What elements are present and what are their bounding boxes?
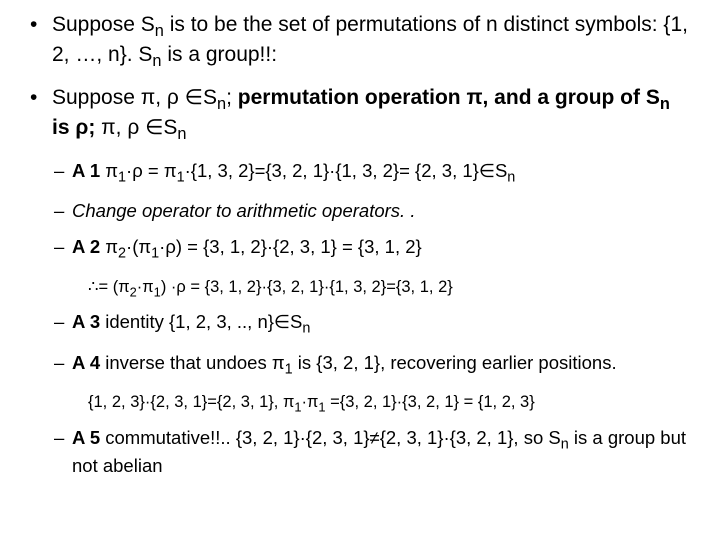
t: A 4	[72, 352, 100, 373]
t: ·{1, 3, 2}={3, 2, 1}·{1, 3, 2}= {2, 3, 1…	[185, 160, 508, 181]
t: Suppose S	[52, 13, 155, 36]
bullet-a2-line2: ∴= (π2·π1) ·ρ = {3, 1, 2}·{3, 2, 1}·{1, …	[28, 276, 692, 301]
t: ) ·ρ = {3, 1, 2}·{3, 2, 1}·{1, 3, 2}={3,…	[161, 278, 453, 296]
sub-1: 1	[285, 361, 293, 377]
t: A 3	[72, 311, 100, 332]
bullet-a5: A 5 commutative!!.. {3, 2, 1}·{2, 3, 1}≠…	[28, 426, 692, 479]
sub-2: 2	[130, 284, 137, 299]
t: permutation operation π, and a group of …	[238, 86, 660, 109]
sub-2: 2	[118, 246, 126, 262]
bullet-a4-line2: {1, 2, 3}·{2, 3, 1}={2, 3, 1}, π1·π1 ={3…	[28, 391, 692, 416]
t: Suppose π, ρ ∈S	[52, 86, 217, 109]
sub-1: 1	[318, 399, 325, 414]
sub-n: n	[177, 125, 186, 143]
t: π, ρ ∈S	[101, 116, 177, 139]
t: A 2	[72, 236, 100, 257]
sub-n: n	[302, 321, 310, 337]
sub-1: 1	[151, 246, 159, 262]
bullet-a2: A 2 π2·(π1·ρ) = {3, 1, 2}·{2, 3, 1} = {3…	[28, 235, 692, 263]
t: A 5	[72, 427, 100, 448]
t: ∴= (π	[88, 278, 130, 296]
t: is ρ;	[52, 116, 101, 139]
t: ·π	[137, 278, 154, 296]
t: is {3, 2, 1}, recovering earlier positio…	[293, 352, 617, 373]
t: ={3, 2, 1}·{3, 2, 1} = {1, 2, 3}	[326, 393, 535, 411]
t: commutative!!.. {3, 2, 1}·{2, 3, 1}≠{2, …	[100, 427, 561, 448]
t: A 1	[72, 160, 100, 181]
sub-1: 1	[154, 284, 161, 299]
bullet-change: Change operator to arithmetic operators.…	[28, 199, 692, 223]
sub-1: 1	[294, 399, 301, 414]
sub-1: 1	[177, 169, 185, 185]
t: π	[100, 160, 118, 181]
sub-n: n	[507, 169, 515, 185]
bullet-a3: A 3 identity {1, 2, 3, .., n}∈Sn	[28, 310, 692, 338]
t: ·ρ) = {3, 1, 2}·{2, 3, 1} = {3, 1, 2}	[159, 236, 422, 257]
t: is a group!!:	[162, 43, 278, 66]
sub-n: n	[155, 22, 164, 40]
t: ·(π	[126, 236, 151, 257]
bullet-a4: A 4 inverse that undoes π1 is {3, 2, 1},…	[28, 351, 692, 379]
slide-body: Suppose Sn is to be the set of permutati…	[0, 0, 720, 502]
bullet-1: Suppose Sn is to be the set of permutati…	[28, 12, 692, 71]
sub-n: n	[152, 52, 161, 70]
t: π	[100, 236, 118, 257]
sub-n: n	[660, 96, 670, 114]
sub-n: n	[561, 437, 569, 453]
sub-n: n	[217, 96, 226, 114]
t: inverse that undoes π	[100, 352, 285, 373]
t: ;	[226, 86, 238, 109]
bullet-2: Suppose π, ρ ∈Sn; permutation operation …	[28, 85, 692, 144]
t: ·π	[302, 393, 319, 411]
bullet-a1: A 1 π1·ρ = π1·{1, 3, 2}={3, 2, 1}·{1, 3,…	[28, 159, 692, 187]
t: ·ρ = π	[126, 160, 177, 181]
t: Change operator to arithmetic operators.…	[72, 200, 415, 221]
t: identity {1, 2, 3, .., n}∈S	[100, 311, 302, 332]
sub-1: 1	[118, 169, 126, 185]
t: {1, 2, 3}·{2, 3, 1}={2, 3, 1}, π	[88, 393, 294, 411]
